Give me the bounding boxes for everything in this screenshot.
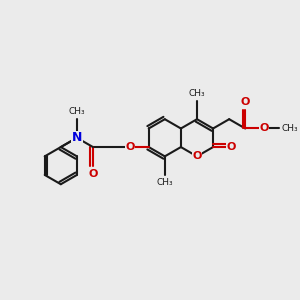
Text: O: O — [259, 124, 268, 134]
Text: N: N — [72, 131, 82, 144]
Text: O: O — [227, 142, 236, 152]
Text: O: O — [241, 97, 250, 107]
Text: CH₃: CH₃ — [157, 178, 173, 187]
Text: O: O — [192, 152, 202, 161]
Text: CH₃: CH₃ — [282, 124, 298, 133]
Text: CH₃: CH₃ — [69, 107, 85, 116]
Text: O: O — [125, 142, 135, 152]
Text: CH₃: CH₃ — [189, 89, 205, 98]
Text: O: O — [88, 169, 98, 178]
